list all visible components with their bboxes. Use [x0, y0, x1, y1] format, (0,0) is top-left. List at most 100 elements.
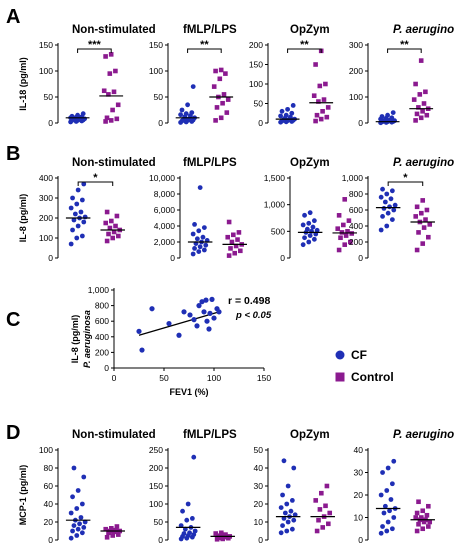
- data-point-cf: [278, 530, 284, 536]
- data-point-cf: [384, 223, 390, 229]
- data-point-control: [324, 483, 330, 489]
- y-tick-label: 800: [349, 189, 363, 199]
- data-point-cf: [311, 236, 317, 242]
- chart-b-6: OpZym 0 500 1,000 1,500: [264, 157, 357, 263]
- data-point-control: [113, 68, 118, 74]
- data-point-cf: [187, 530, 192, 536]
- significance-bracket: [77, 181, 114, 186]
- panel-title: OpZym: [290, 24, 330, 36]
- data-point-cf: [389, 526, 395, 532]
- y-axis-title-sub: P. aeruginosa: [82, 310, 92, 368]
- y-tick-label: 250: [149, 445, 163, 455]
- data-point-cf: [388, 497, 394, 502]
- data-point-control: [419, 515, 424, 520]
- data-point-cf: [304, 226, 310, 232]
- data-point-control: [426, 234, 431, 240]
- data-point-cf: [391, 515, 397, 520]
- data-point-control: [113, 223, 118, 229]
- data-point-control: [231, 232, 236, 238]
- y-tick-label: 20: [44, 517, 54, 527]
- data-point-control: [311, 93, 317, 98]
- data-point-cf: [190, 231, 196, 237]
- data-point-control: [414, 528, 420, 534]
- data-point-control: [108, 118, 114, 123]
- data-point: [211, 315, 217, 321]
- data-point-control: [335, 226, 341, 231]
- data-point-control: [426, 503, 431, 509]
- data-point-cf: [285, 519, 291, 525]
- data-point-cf: [70, 227, 75, 233]
- data-point-cf: [380, 470, 385, 475]
- data-point-cf: [284, 501, 290, 507]
- legend-marker-cf: [335, 350, 345, 360]
- data-point-control: [414, 510, 420, 516]
- y-tick-label: 0: [170, 253, 175, 263]
- data-point-cf: [196, 228, 202, 234]
- data-point-cf: [307, 233, 313, 239]
- y-tick-label: 0: [358, 253, 363, 263]
- data-point-control: [342, 242, 348, 247]
- data-point-cf: [81, 181, 87, 187]
- panel-title: P. aeruginosa: [393, 429, 454, 441]
- data-point-control: [111, 229, 117, 235]
- data-point-control: [320, 109, 325, 114]
- data-point-control: [225, 234, 231, 240]
- data-point-cf: [280, 492, 285, 498]
- data-point-control: [109, 526, 114, 531]
- data-point-control: [323, 81, 328, 87]
- y-tick-label: 0: [358, 118, 363, 128]
- data-point: [216, 309, 222, 315]
- y-tick-label: 0: [258, 118, 263, 128]
- data-point-control: [423, 217, 428, 222]
- significance-label: **: [300, 39, 309, 51]
- data-point-control: [104, 238, 110, 244]
- data-point-cf: [288, 508, 294, 514]
- y-tick-label: 100: [249, 79, 263, 89]
- data-point-control: [235, 237, 240, 242]
- data-point-cf: [74, 201, 80, 207]
- data-point-control: [346, 218, 352, 223]
- data-point-cf: [389, 481, 395, 487]
- data-point-control: [106, 92, 111, 97]
- data-point-cf: [191, 532, 197, 537]
- data-point-cf: [68, 205, 74, 211]
- y-tick-label: 1,000: [342, 173, 364, 183]
- data-point-control: [110, 533, 116, 538]
- data-point-control: [221, 534, 227, 540]
- y-tick-label: 100: [39, 66, 53, 76]
- data-point-control: [314, 112, 320, 118]
- data-point-cf: [384, 488, 390, 493]
- data-point: [204, 318, 210, 324]
- data-point-cf: [75, 112, 80, 118]
- data-point-control: [226, 253, 232, 258]
- data-point-cf: [192, 246, 197, 251]
- data-point-cf: [378, 194, 384, 200]
- y-tick-label: 200: [349, 237, 363, 247]
- data-point-cf: [192, 528, 198, 534]
- x-tick-label: 150: [257, 373, 271, 383]
- data-point-cf: [192, 222, 197, 227]
- y-tick-label: 0: [48, 118, 53, 128]
- y-tick-label: 150: [149, 481, 163, 491]
- x-tick-label: 50: [159, 373, 169, 383]
- y-tick-label: 200: [95, 347, 109, 357]
- data-point-control: [420, 198, 426, 203]
- chart-a-2: OpZym 0 50 100 150 200 **: [249, 24, 334, 128]
- data-point: [139, 347, 145, 353]
- data-point-cf: [289, 498, 295, 503]
- y-tick-label: 100: [149, 66, 163, 76]
- data-point-cf: [201, 225, 207, 231]
- data-point-cf: [75, 223, 81, 229]
- chart-d-9: Non-stimulated 0 20 40 60 80 100 MCP-1 (pg/ml): [18, 429, 156, 545]
- data-point-control: [423, 89, 428, 95]
- data-point-cf: [379, 114, 385, 119]
- data-point-control: [424, 207, 430, 213]
- data-point: [201, 309, 207, 315]
- data-point-cf: [302, 212, 307, 218]
- chart-a-1: fMLP/LPS 0 50 100 150 **: [149, 24, 237, 128]
- data-point-control: [342, 197, 348, 202]
- data-point-control: [233, 243, 239, 249]
- data-point: [191, 317, 197, 323]
- legend-marker-control: [335, 372, 345, 382]
- data-point-control: [104, 209, 110, 215]
